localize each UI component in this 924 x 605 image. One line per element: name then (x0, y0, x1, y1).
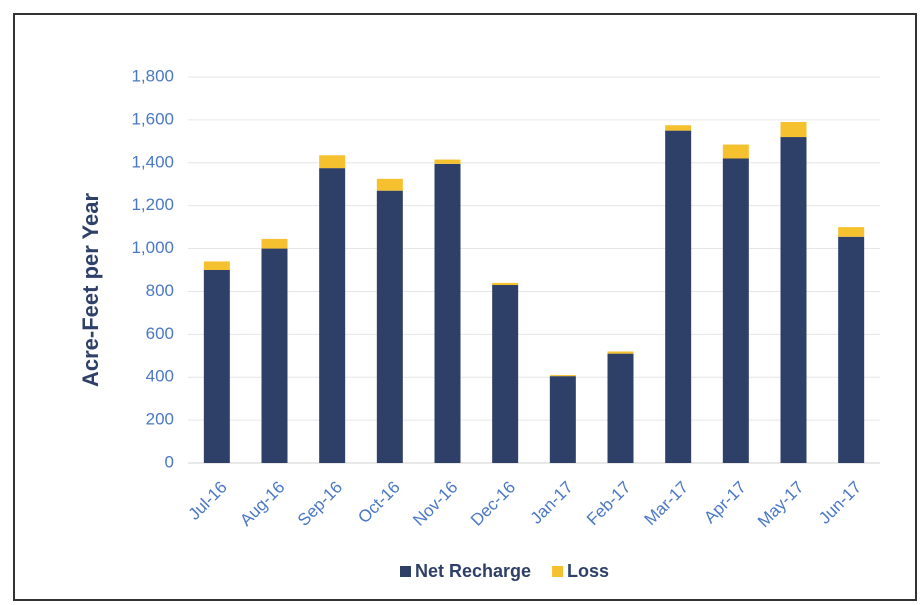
frame (13, 13, 917, 601)
x-tick-label: Sep-16 (294, 478, 346, 530)
bar-segment (203, 270, 230, 463)
bar-segment (549, 376, 576, 463)
bar-segment (376, 190, 403, 463)
y-tick-label: 1,000 (131, 238, 174, 257)
bar-segment (780, 137, 807, 464)
bar-segment (434, 163, 461, 463)
bar-segment (780, 122, 807, 138)
bar-segment (434, 159, 461, 164)
legend-swatch (400, 566, 411, 577)
y-tick-label: 1,600 (131, 109, 174, 128)
legend-swatch (552, 566, 564, 577)
x-tick-label: Apr-17 (700, 478, 750, 528)
y-tick-label: 600 (146, 324, 174, 343)
bar-segment (492, 285, 519, 463)
y-tick-label: 0 (165, 452, 174, 471)
bar-segment (319, 155, 346, 169)
bar-segment (722, 144, 749, 159)
x-tick-label: Mar-17 (641, 478, 693, 530)
bar-segment (665, 125, 692, 131)
x-tick-label: Jan-17 (527, 478, 577, 528)
x-tick-label: Feb-17 (583, 478, 635, 530)
bar-segment (549, 375, 576, 377)
y-tick-label: 1,400 (131, 152, 174, 171)
x-tick-label: Aug-16 (236, 478, 288, 530)
x-tick-label: Dec-16 (467, 478, 519, 530)
bar-segment (838, 227, 865, 237)
bar-segment (203, 261, 230, 270)
bar-segment (492, 282, 519, 286)
bar-segment (665, 130, 692, 463)
x-tick-label: May-17 (754, 478, 808, 532)
bar-segment (607, 353, 634, 463)
bar-segment (722, 158, 749, 463)
bar-segment (838, 236, 865, 463)
bar-segment (376, 178, 403, 191)
y-tick-label: 800 (146, 281, 174, 300)
x-tick-label: Nov-16 (409, 478, 461, 530)
bar-segment (261, 248, 288, 463)
bar-segment (261, 238, 288, 249)
x-tick-label: Oct-16 (354, 478, 404, 528)
bar-segment (607, 351, 634, 354)
y-tick-label: 1,800 (131, 66, 174, 85)
x-tick-label: Jun-17 (815, 478, 865, 528)
y-tick-label: 1,200 (131, 195, 174, 214)
y-tick-label: 400 (146, 367, 174, 386)
x-tick-label: Jul-16 (185, 478, 231, 524)
legend-label: Net Recharge (415, 561, 531, 581)
bar-segment (319, 168, 346, 463)
y-tick-label: 200 (146, 410, 174, 429)
legend-label: Loss (567, 561, 609, 581)
y-axis-label: Acre-Feet per Year (78, 193, 103, 387)
